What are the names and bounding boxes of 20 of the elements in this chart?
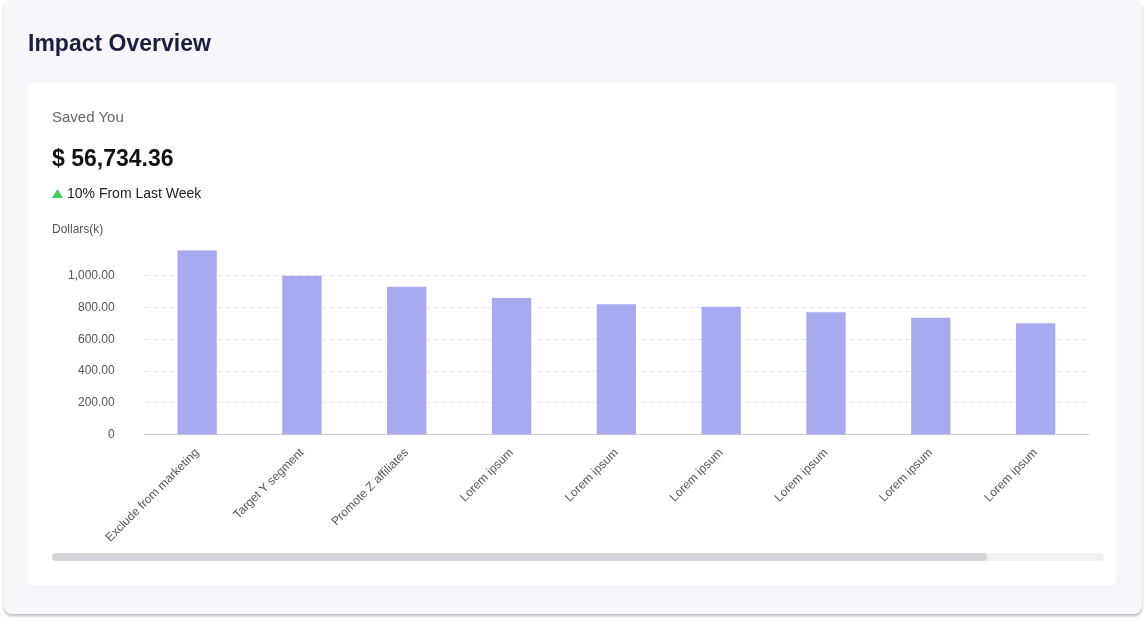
y-tick-label: 600.00	[78, 331, 116, 346]
y-tick-label: 800.00	[78, 299, 116, 314]
bar	[387, 286, 427, 435]
y-tick-label: 200.00	[78, 395, 116, 410]
text: $ 56,734.36	[52, 145, 174, 172]
bar	[1015, 323, 1056, 435]
bar	[596, 304, 637, 435]
bar	[911, 317, 951, 435]
bar	[806, 312, 846, 435]
bar	[701, 306, 741, 435]
chart-title: Impact Overview	[28, 30, 211, 57]
bar	[282, 275, 322, 435]
text: 10% From Last Week	[67, 185, 202, 201]
y-axis-title: Dollars(k)	[52, 222, 104, 236]
y-tick-label: 1,000.00	[67, 267, 116, 282]
y-tick-label: 400.00	[78, 363, 116, 378]
bar	[491, 297, 532, 435]
y-tick-label: 0	[108, 427, 116, 441]
chart-subtitle: Saved You	[52, 108, 124, 125]
bar	[177, 250, 217, 435]
